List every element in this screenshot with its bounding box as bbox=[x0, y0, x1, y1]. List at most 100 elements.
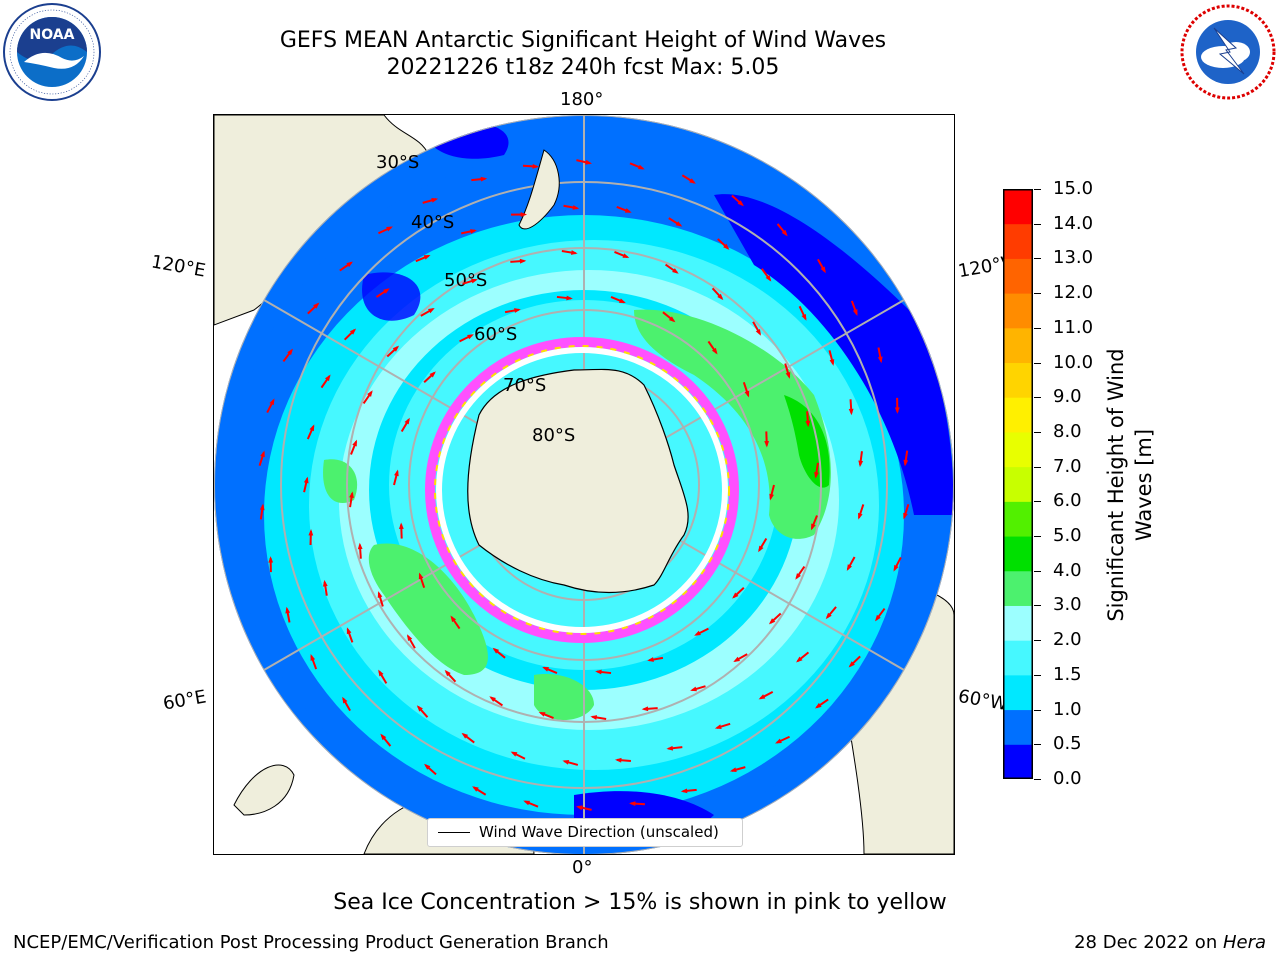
wave-arrow-head bbox=[675, 221, 683, 227]
wave-arrow-head bbox=[461, 732, 469, 739]
wave-arrow-head bbox=[805, 420, 811, 428]
wave-arrow-head bbox=[313, 302, 320, 309]
colorbar-bin bbox=[1003, 501, 1033, 537]
wave-arrow-head bbox=[309, 424, 315, 432]
wave-arrow-head bbox=[423, 255, 431, 260]
lat-label-80s: 80°S bbox=[532, 425, 575, 446]
wave-arrow-head bbox=[398, 522, 404, 530]
wave-arrow-head bbox=[392, 345, 400, 352]
colorbar-tick-mark bbox=[1034, 362, 1041, 364]
wave-arrow-head bbox=[260, 450, 265, 458]
wave-arrow-head bbox=[519, 258, 527, 264]
wave-arrow-head bbox=[689, 178, 696, 184]
colorbar-tick-mark bbox=[1034, 466, 1041, 468]
colorbar-tick-mark bbox=[1034, 570, 1041, 572]
colorbar-tick-label: 1.5 bbox=[1053, 663, 1082, 685]
colorbar-bin bbox=[1003, 744, 1033, 779]
footer-date: 28 Dec 2022 on Hera bbox=[1074, 932, 1266, 953]
wave-arrow-head bbox=[444, 669, 451, 677]
wave-arrow-head bbox=[769, 493, 774, 501]
wave-arrow-head bbox=[820, 266, 826, 274]
wave-arrow-head bbox=[619, 298, 626, 304]
wave-arrow-head bbox=[308, 529, 314, 536]
wave-arrow-head bbox=[367, 390, 373, 397]
colorbar-tick-mark bbox=[1034, 293, 1041, 295]
colorbar-tick-label: 15.0 bbox=[1053, 178, 1094, 199]
colorbar-bin bbox=[1003, 189, 1033, 225]
lat-label-50s: 50°S bbox=[444, 270, 487, 291]
colorbar-tick-label: 5.0 bbox=[1053, 525, 1082, 547]
wave-arrow-head bbox=[641, 706, 649, 712]
wave-arrow-head bbox=[628, 801, 636, 807]
wave-arrow-head bbox=[848, 661, 855, 668]
wave-arrow-head bbox=[268, 556, 274, 563]
wave-arrow-head bbox=[429, 371, 436, 378]
wave-arrow-head bbox=[737, 200, 744, 207]
wave-arrow-head bbox=[775, 738, 782, 744]
wave-arrow-head bbox=[825, 612, 832, 620]
polar-map: 30°S 40°S 50°S 60°S 70°S 80°S bbox=[214, 115, 954, 854]
chart-subtitle: 20221226 t18z 240h fcst Max: 5.05 bbox=[386, 55, 780, 80]
wave-arrow-head bbox=[714, 724, 722, 729]
wave-arrow-head bbox=[472, 786, 479, 792]
wave-arrow-head bbox=[877, 356, 883, 364]
wave-arrow-head bbox=[637, 164, 645, 170]
colorbar-tick-mark bbox=[1034, 189, 1041, 190]
wave-arrow-head bbox=[796, 656, 803, 663]
wave-arrow-head bbox=[378, 669, 384, 677]
wave-arrow-head bbox=[520, 212, 528, 217]
wave-arrow-head bbox=[303, 476, 309, 484]
wave-arrow-head bbox=[732, 592, 739, 599]
lon-label-180: 180° bbox=[560, 89, 604, 110]
wave-arrow-head bbox=[349, 328, 357, 335]
colorbar-bin bbox=[1003, 223, 1033, 259]
wave-arrow-head bbox=[386, 226, 393, 232]
wave-arrow-head bbox=[404, 417, 410, 425]
colorbar-tick-mark bbox=[1034, 501, 1041, 503]
wave-arrow-head bbox=[729, 767, 737, 773]
colorbar-tick-mark bbox=[1034, 397, 1041, 399]
colorbar-tick-mark bbox=[1034, 223, 1041, 225]
wave-arrow-head bbox=[394, 469, 399, 477]
wave-arrow-head bbox=[590, 715, 598, 720]
wave-arrow-head bbox=[672, 268, 679, 274]
wave-arrow-head bbox=[352, 439, 357, 447]
wave-arrow-head bbox=[647, 657, 654, 662]
wave-arrow-head bbox=[875, 614, 881, 622]
colorbar-bin bbox=[1003, 293, 1033, 329]
colorbar-bin bbox=[1003, 536, 1033, 572]
colorbar-tick-mark bbox=[1034, 258, 1041, 260]
footer-date-text: 28 Dec 2022 on bbox=[1074, 932, 1223, 953]
wave-arrow-head bbox=[814, 702, 822, 709]
lat-label-60s: 60°S bbox=[474, 324, 517, 345]
wave-arrow-head bbox=[471, 278, 478, 284]
colorbar-tick-label: 0.5 bbox=[1053, 733, 1082, 755]
wave-arrow-head bbox=[733, 656, 741, 663]
wave-arrow-head bbox=[576, 805, 583, 811]
wave-arrow-head bbox=[566, 295, 573, 301]
wave-arrow-head bbox=[852, 309, 858, 316]
wave-arrow-head bbox=[572, 205, 580, 210]
wave-arrow-head bbox=[711, 347, 718, 355]
wave-arrow-head bbox=[814, 471, 819, 479]
wave-arrow-head bbox=[846, 564, 852, 571]
wave-arrow-head bbox=[717, 293, 724, 301]
colorbar-tick-label: 2.0 bbox=[1053, 629, 1082, 651]
wave-arrow-head bbox=[514, 308, 521, 313]
lat-label-70s: 70°S bbox=[503, 375, 546, 396]
colorbar-bin bbox=[1003, 431, 1033, 468]
lon-label-120e: 120°E bbox=[149, 251, 208, 282]
colorbar-bin bbox=[1003, 570, 1033, 606]
madagascar-landmass bbox=[233, 764, 295, 816]
nws-logo bbox=[1180, 4, 1276, 100]
wave-arrow-head bbox=[342, 696, 348, 704]
wave-arrow-head bbox=[287, 348, 293, 356]
wave-arrow-head bbox=[542, 666, 549, 672]
colorbar-tick-label: 3.0 bbox=[1053, 594, 1082, 616]
wave-arrow-head bbox=[416, 705, 423, 712]
wave-arrow-head bbox=[349, 491, 354, 499]
wave-arrow-head bbox=[903, 459, 909, 467]
wave-arrow-head bbox=[480, 176, 488, 182]
colorbar-tick-label: 8.0 bbox=[1053, 420, 1082, 442]
wave-arrow-head bbox=[418, 572, 424, 580]
